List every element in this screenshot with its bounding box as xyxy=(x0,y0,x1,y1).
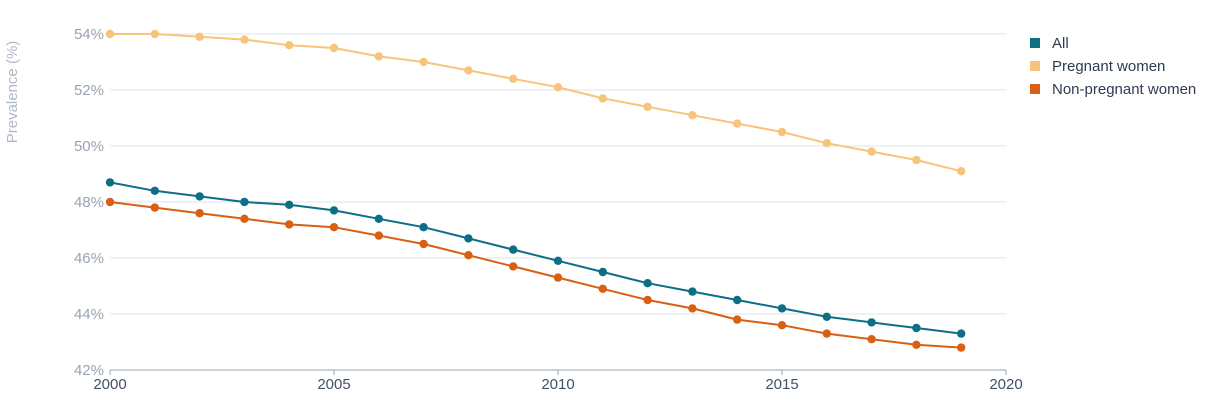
series-line-pregnant-women xyxy=(109,33,963,173)
data-point-pregnant-women-2015[interactable] xyxy=(777,127,787,137)
data-point-pregnant-women-2013[interactable] xyxy=(688,111,697,120)
data-point-all-2014[interactable] xyxy=(733,295,742,305)
data-point-all-2018[interactable] xyxy=(912,323,921,333)
y-tick-label-48: 48% xyxy=(74,194,104,211)
data-point-pregnant-women-2014[interactable] xyxy=(733,119,742,128)
data-point-all-2009[interactable] xyxy=(509,245,518,254)
data-point-non-pregnant-women-2017[interactable] xyxy=(867,335,876,344)
x-tick-label-2005: 2005 xyxy=(317,376,350,393)
legend: All Pregnant women Non-pregnant women xyxy=(1030,35,1196,98)
data-point-pregnant-women-2004[interactable] xyxy=(285,41,294,50)
data-point-all-2012[interactable] xyxy=(643,279,652,288)
data-point-non-pregnant-women-2007[interactable] xyxy=(419,239,428,249)
data-point-pregnant-women-2019[interactable] xyxy=(957,167,966,176)
series-line-all xyxy=(109,181,963,335)
grid-layer xyxy=(110,33,1006,315)
data-point-non-pregnant-women-2018[interactable] xyxy=(912,340,921,349)
series-line-non-pregnant-women xyxy=(109,201,963,349)
legend-label-all: All xyxy=(1052,35,1069,52)
data-point-pregnant-women-2000[interactable] xyxy=(105,29,115,39)
y-tick-label-54: 54% xyxy=(74,26,104,43)
data-point-pregnant-women-2012[interactable] xyxy=(643,102,652,112)
data-point-pregnant-women-2018[interactable] xyxy=(912,155,921,165)
data-point-all-2019[interactable] xyxy=(957,329,966,338)
data-point-pregnant-women-2007[interactable] xyxy=(419,57,428,67)
data-point-non-pregnant-women-2016[interactable] xyxy=(822,329,831,338)
data-point-all-2001[interactable] xyxy=(150,186,159,195)
data-point-all-2006[interactable] xyxy=(374,214,383,223)
data-point-all-2007[interactable] xyxy=(419,223,428,232)
data-point-all-2011[interactable] xyxy=(598,267,607,277)
data-point-pregnant-women-2009[interactable] xyxy=(509,74,518,84)
y-tick-label-52: 52% xyxy=(74,82,104,99)
legend-swatch-non-pregnant-women xyxy=(1030,84,1040,94)
data-point-non-pregnant-women-2008[interactable] xyxy=(464,251,473,260)
x-tick-label-2015: 2015 xyxy=(765,376,798,393)
legend-item-pregnant-women[interactable]: Pregnant women xyxy=(1030,58,1165,75)
data-point-non-pregnant-women-2006[interactable] xyxy=(374,231,383,240)
data-point-pregnant-women-2002[interactable] xyxy=(195,32,204,41)
data-point-all-2016[interactable] xyxy=(822,312,831,321)
x-tick-label-2020: 2020 xyxy=(989,376,1022,393)
data-point-non-pregnant-women-2000[interactable] xyxy=(105,197,115,207)
data-point-non-pregnant-women-2011[interactable] xyxy=(598,284,607,293)
x-tick-label-2010: 2010 xyxy=(541,376,574,393)
legend-swatch-pregnant-women xyxy=(1030,61,1040,71)
data-point-non-pregnant-women-2009[interactable] xyxy=(509,262,518,271)
data-point-non-pregnant-women-2003[interactable] xyxy=(240,214,249,223)
legend-item-all[interactable]: All xyxy=(1030,35,1069,52)
axis-layer: 42% 44% 46% 48% 50% 52% 54% 2000 2005 2010 2015 202… xyxy=(74,26,1023,393)
y-tick-label-46: 46% xyxy=(74,250,104,267)
data-point-non-pregnant-women-2012[interactable] xyxy=(643,295,652,305)
data-point-all-2005[interactable] xyxy=(329,206,339,215)
legend-item-non-pregnant-women[interactable]: Non-pregnant women xyxy=(1030,81,1196,98)
legend-swatch-all xyxy=(1030,38,1040,48)
y-tick-label-44: 44% xyxy=(74,306,104,323)
data-point-pregnant-women-2010[interactable] xyxy=(553,83,563,92)
data-point-non-pregnant-women-2019[interactable] xyxy=(957,343,966,352)
data-point-non-pregnant-women-2005[interactable] xyxy=(329,223,339,232)
data-point-all-2010[interactable] xyxy=(553,256,563,265)
data-point-non-pregnant-women-2010[interactable] xyxy=(553,273,563,282)
data-point-non-pregnant-women-2013[interactable] xyxy=(688,304,697,313)
x-tick-label-2000: 2000 xyxy=(93,376,126,393)
data-point-all-2002[interactable] xyxy=(195,192,204,201)
data-point-pregnant-women-2005[interactable] xyxy=(329,43,339,53)
data-point-all-2008[interactable] xyxy=(464,234,473,243)
data-point-pregnant-women-2008[interactable] xyxy=(464,66,473,75)
data-point-non-pregnant-women-2004[interactable] xyxy=(285,220,294,229)
data-point-non-pregnant-women-2014[interactable] xyxy=(733,315,742,324)
data-point-pregnant-women-2017[interactable] xyxy=(867,147,876,156)
data-point-non-pregnant-women-2002[interactable] xyxy=(195,209,204,218)
data-point-all-2003[interactable] xyxy=(240,197,249,207)
y-tick-label-50: 50% xyxy=(74,138,104,155)
legend-label-non-pregnant-women: Non-pregnant women xyxy=(1052,81,1196,98)
data-point-pregnant-women-2006[interactable] xyxy=(374,52,383,61)
data-point-pregnant-women-2001[interactable] xyxy=(150,29,159,39)
data-point-pregnant-women-2016[interactable] xyxy=(822,139,831,148)
data-point-all-2015[interactable] xyxy=(777,304,787,313)
data-point-pregnant-women-2011[interactable] xyxy=(598,94,607,103)
y-axis-title: Prevalence (%) xyxy=(4,41,21,144)
data-point-non-pregnant-women-2015[interactable] xyxy=(777,321,787,330)
data-point-all-2017[interactable] xyxy=(867,318,876,327)
data-point-all-2004[interactable] xyxy=(285,200,294,209)
data-point-all-2000[interactable] xyxy=(105,178,115,187)
legend-label-pregnant-women: Pregnant women xyxy=(1052,58,1165,75)
data-point-pregnant-women-2003[interactable] xyxy=(240,35,249,44)
data-point-all-2013[interactable] xyxy=(688,287,697,296)
series-layer xyxy=(105,29,966,352)
data-point-non-pregnant-women-2001[interactable] xyxy=(150,203,159,212)
y-tick-label-42: 42% xyxy=(74,362,104,379)
